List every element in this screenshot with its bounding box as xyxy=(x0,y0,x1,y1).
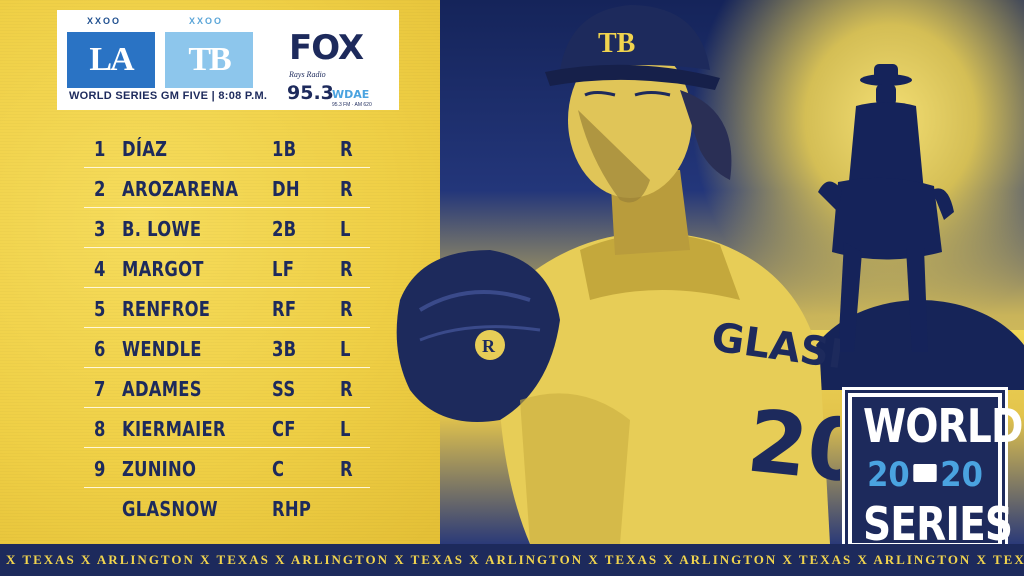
mlb-logo-icon xyxy=(913,463,937,482)
game-header-card: XXOO LA XXOO TB WORLD SERIES GM FIVE | 8… xyxy=(57,10,399,110)
player-hand: L xyxy=(340,337,351,361)
world-series-logo: WORLD 20 20 SERIES xyxy=(845,390,1023,551)
svg-text:R: R xyxy=(482,336,496,356)
lineup-row: 1 DÍAZ 1B R xyxy=(84,128,370,168)
radio-sub-text: 95.3 FM · AM 620 xyxy=(332,102,372,108)
player-name: MARGOT xyxy=(122,257,204,281)
player-hand: L xyxy=(340,217,351,241)
ws-year-left: 20 xyxy=(867,455,910,495)
dodgers-logo: LA xyxy=(67,32,155,88)
player-position: LF xyxy=(272,257,295,281)
batting-order: 8 xyxy=(94,417,106,441)
player-hand: L xyxy=(340,417,351,441)
player-position: SS xyxy=(272,377,296,401)
player-position: CF xyxy=(272,417,296,441)
lineup-row: 3 B. LOWE 2B L xyxy=(84,208,370,248)
lineup-row: 6 WENDLE 3B L xyxy=(84,328,370,368)
player-name: ADAMES xyxy=(122,377,202,401)
batting-order: 1 xyxy=(94,137,106,161)
player-position: DH xyxy=(272,177,300,201)
player-name: B. LOWE xyxy=(122,217,202,241)
batting-order: 6 xyxy=(94,337,106,361)
player-position: 1B xyxy=(272,137,297,161)
batting-order: 2 xyxy=(94,177,106,201)
batting-order: 5 xyxy=(94,297,106,321)
player-hand: R xyxy=(340,377,353,401)
world-series-logo-inner: WORLD 20 20 SERIES xyxy=(852,397,1023,551)
batting-order: 9 xyxy=(94,457,106,481)
lineup-row: 4 MARGOT LF R xyxy=(84,248,370,288)
lineup-row: 2 AROZARENA DH R xyxy=(84,168,370,208)
fox-logo: FOX xyxy=(289,28,364,68)
batting-order: 3 xyxy=(94,217,106,241)
player-name: GLASNOW xyxy=(122,497,218,521)
player-position: RF xyxy=(272,297,297,321)
lineup-list: 1 DÍAZ 1B R 2 AROZARENA DH R 3 B. LOWE 2… xyxy=(84,128,370,528)
player-name: RENFROE xyxy=(122,297,211,321)
game-info: WORLD SERIES GM FIVE | 8:08 P.M. xyxy=(69,90,268,102)
ticker-text: X TEXAS X ARLINGTON X TEXAS X ARLINGTON … xyxy=(6,552,1024,567)
player-position: 2B xyxy=(272,217,297,241)
player-name: AROZARENA xyxy=(122,177,239,201)
ws-logo-bottom: SERIES xyxy=(862,497,1013,551)
batting-order: 4 xyxy=(94,257,106,281)
radio-frequency: 95.3 xyxy=(287,82,334,104)
lineup-row: 8 KIERMAIER CF L xyxy=(84,408,370,448)
player-hand: R xyxy=(340,257,353,281)
cowboy-silhouette xyxy=(818,64,954,352)
player-name: WENDLE xyxy=(122,337,202,361)
team-tb-record: XXOO xyxy=(189,16,224,26)
team-la-record: XXOO xyxy=(87,16,122,26)
pitcher-illustration: TB R GLASNOW 20 xyxy=(396,5,840,544)
batting-order: 7 xyxy=(94,377,106,401)
player-hand: R xyxy=(340,457,353,481)
location-ticker: X TEXAS X ARLINGTON X TEXAS X ARLINGTON … xyxy=(0,544,1024,576)
rays-logo: TB xyxy=(165,32,253,88)
lineup-row-pitcher: GLASNOW RHP xyxy=(84,488,370,528)
player-name: KIERMAIER xyxy=(122,417,226,441)
player-hand: R xyxy=(340,137,353,161)
lineup-row: 9 ZUNINO C R xyxy=(84,448,370,488)
player-name: DÍAZ xyxy=(122,137,168,161)
player-name: ZUNINO xyxy=(122,457,197,481)
player-hand: R xyxy=(340,297,353,321)
cap-logo-text: TB xyxy=(598,28,635,59)
lineup-row: 5 RENFROE RF R xyxy=(84,288,370,328)
jersey-number-text: 20 xyxy=(743,391,840,503)
ws-logo-top: WORLD xyxy=(862,399,1023,453)
ws-year-right: 20 xyxy=(940,455,983,495)
radio-call-sign: WDAE xyxy=(332,88,370,101)
player-position: C xyxy=(272,457,285,481)
player-hand: R xyxy=(340,177,353,201)
ws-logo-year: 20 20 xyxy=(859,455,990,495)
player-position: RHP xyxy=(272,497,312,521)
player-position: 3B xyxy=(272,337,297,361)
radio-station-name: Rays Radio xyxy=(289,70,326,79)
lineup-row: 7 ADAMES SS R xyxy=(84,368,370,408)
